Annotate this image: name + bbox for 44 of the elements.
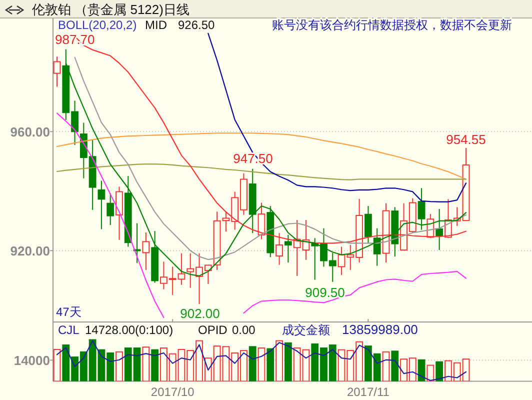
y-tick-label: 960.00 (10, 124, 50, 140)
annotation: 14728.00(0:100) (85, 323, 174, 337)
annotation: 47天 (56, 305, 82, 319)
bar (276, 340, 283, 382)
annotation: 0.00 (232, 323, 256, 337)
annotation: 账号没有该合约行情数据授权，数据不会更新 (272, 18, 512, 32)
annotation: 902.00 (180, 306, 220, 321)
annotation: 909.50 (305, 285, 345, 300)
bar (53, 348, 61, 382)
candlestick (142, 232, 150, 270)
candlestick (53, 56, 61, 88)
annotation: 954.55 (446, 132, 486, 147)
candlestick (436, 208, 444, 251)
annotation: 13859989.00 (342, 322, 418, 337)
annotation: MID (145, 18, 168, 32)
bar (142, 346, 150, 382)
candlestick (98, 180, 106, 230)
bar (266, 348, 274, 382)
chart-title: 伦敦铂 （贵金属 5122)日线 (32, 2, 190, 17)
annotation: BOLL(20,20,2) (58, 18, 137, 32)
bar (151, 349, 159, 382)
bar (436, 361, 444, 382)
candlestick (284, 234, 292, 264)
bar (391, 350, 399, 382)
annotation: 926.50 (178, 18, 216, 32)
candlestick (116, 186, 123, 240)
annotation: OPID (198, 323, 228, 337)
annotation: CJL (58, 323, 80, 337)
bar (116, 351, 123, 382)
bar (382, 351, 390, 382)
bar (426, 364, 434, 382)
x-tick-label: 2017/11 (346, 385, 390, 399)
x-tick-label: 2017/10 (150, 385, 195, 399)
candlestick (106, 192, 114, 226)
y-tick-label: 920.00 (10, 244, 50, 259)
candlestick (418, 188, 426, 230)
bar (284, 342, 292, 382)
candlestick (373, 228, 381, 266)
bar (258, 347, 266, 382)
y-tick-label: 14000 (14, 353, 50, 368)
candlestick (364, 205, 372, 244)
annotation: 成交金额 (282, 323, 330, 337)
line-series (56, 164, 467, 180)
bar (248, 346, 256, 382)
